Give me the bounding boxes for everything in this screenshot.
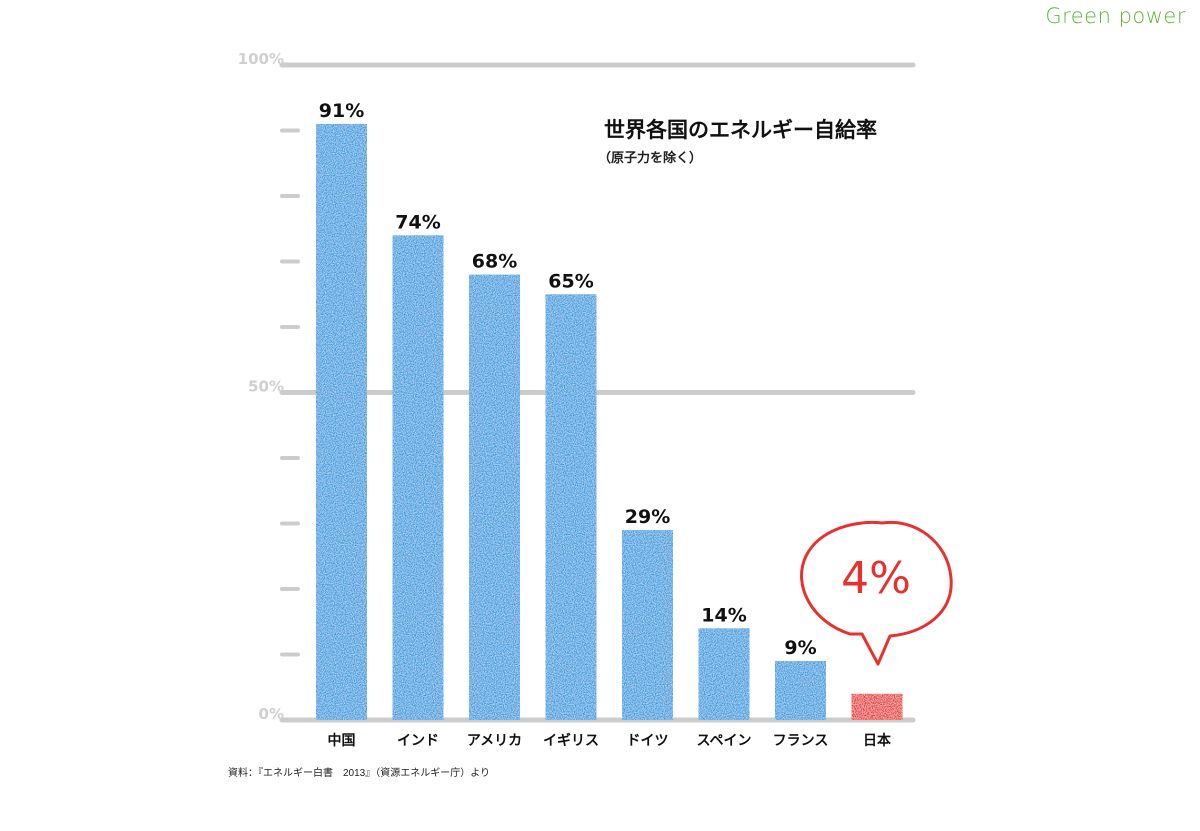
value-label: 29% bbox=[625, 506, 670, 528]
value-label: 14% bbox=[701, 604, 746, 626]
bar-7 bbox=[851, 693, 903, 720]
bar-2 bbox=[469, 274, 520, 720]
bar-4 bbox=[622, 530, 673, 720]
bar-3 bbox=[545, 294, 597, 720]
y-tick-label: 50% bbox=[248, 378, 284, 396]
value-label: 65% bbox=[548, 270, 593, 292]
value-label: 9% bbox=[784, 637, 816, 659]
x-tick-label: 日本 bbox=[863, 732, 892, 748]
chart-subtitle: （原子力を除く） bbox=[598, 150, 703, 165]
x-tick-label: イギリス bbox=[543, 732, 599, 748]
chart-title: 世界各国のエネルギー自給率 bbox=[604, 119, 877, 142]
callout-outline bbox=[800, 520, 953, 666]
bar-1 bbox=[392, 235, 444, 721]
y-tick-label: 100% bbox=[238, 50, 284, 68]
value-label: 91% bbox=[319, 100, 364, 122]
callout-value: 4% bbox=[841, 553, 911, 604]
y-tick-label: 0% bbox=[259, 705, 284, 723]
value-label: 74% bbox=[395, 211, 440, 233]
bar-0 bbox=[316, 123, 367, 720]
x-tick-label: ドイツ bbox=[627, 732, 669, 748]
x-tick-label: スペイン bbox=[696, 732, 751, 748]
brand-logo: Green power bbox=[1045, 4, 1186, 28]
source-note: 資料：『エネルギー白書 2013』（資源エネルギー庁）より bbox=[228, 768, 491, 779]
bar-5 bbox=[698, 628, 750, 720]
x-tick-label: アメリカ bbox=[467, 732, 522, 748]
x-tick-label: 中国 bbox=[328, 732, 356, 748]
callout-bubble: 4% bbox=[800, 520, 953, 666]
x-tick-label: フランス bbox=[773, 732, 829, 748]
x-tick-label: インド bbox=[397, 732, 439, 748]
value-label: 68% bbox=[472, 251, 517, 273]
bar-6 bbox=[775, 661, 826, 720]
